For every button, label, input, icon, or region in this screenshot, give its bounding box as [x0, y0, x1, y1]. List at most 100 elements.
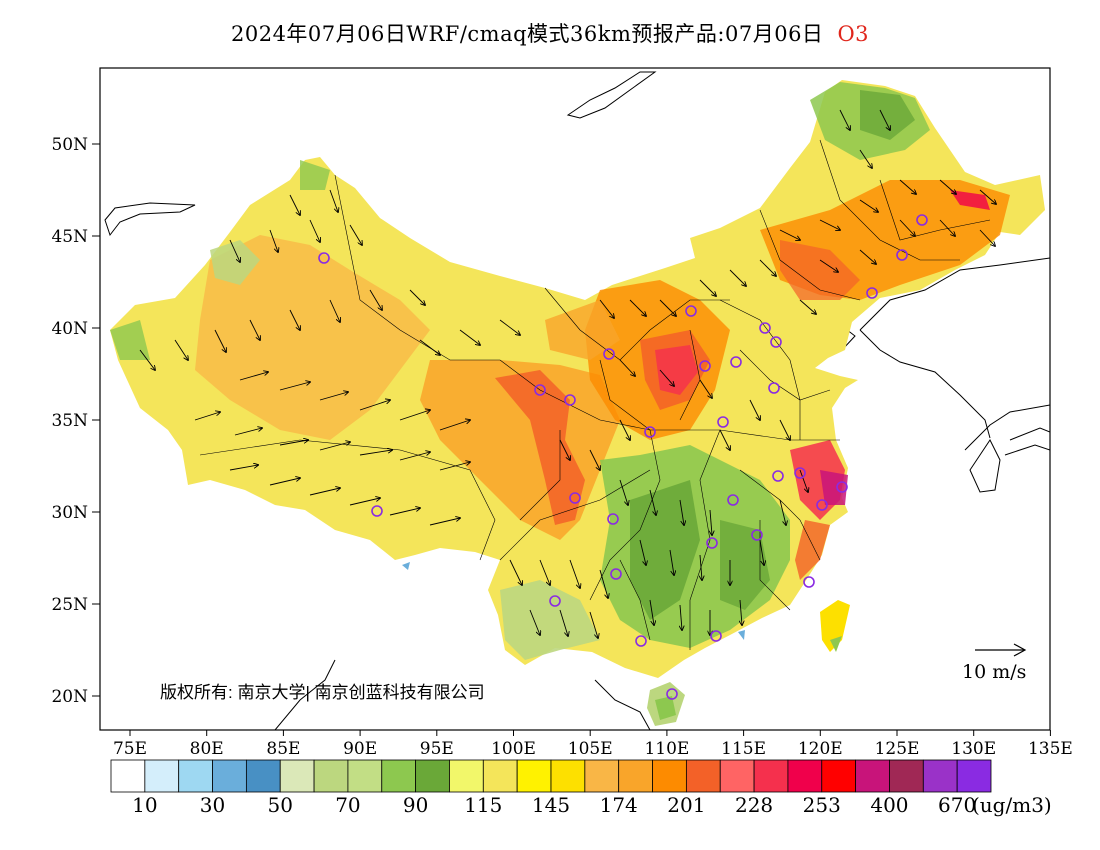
lon-tick-label: 130E — [951, 739, 996, 759]
copyright-text: 版权所有: 南京大学| 南京创蓝科技有限公司 — [160, 683, 485, 702]
colorbar-swatch — [652, 759, 687, 793]
station-marker — [569, 492, 581, 504]
lon-tick-label: 90E — [343, 739, 377, 759]
station-marker — [836, 481, 848, 493]
station-marker — [635, 635, 647, 647]
station-marker — [371, 505, 383, 517]
lon-tick-label: 105E — [568, 739, 613, 759]
lon-tick-label: 115E — [721, 739, 766, 759]
station-marker — [751, 529, 763, 541]
colorbar — [110, 759, 992, 793]
colorbar-swatch — [212, 759, 247, 793]
lon-tick-label: 80E — [190, 739, 224, 759]
station-marker — [710, 630, 722, 642]
coastline-outline — [104, 71, 1050, 730]
map-title: 2024年07月06日WRF/cmaq模式36km预报产品:07月06日 O3 — [0, 18, 1100, 48]
colorbar-swatch — [245, 759, 281, 793]
station-marker — [730, 356, 742, 368]
station-marker — [666, 688, 678, 700]
station-marker — [644, 426, 656, 438]
station-marker — [685, 305, 697, 317]
station-marker — [896, 249, 908, 261]
colorbar-label: 145 — [531, 793, 571, 817]
concentration-field — [110, 80, 1045, 726]
station-marker — [772, 470, 784, 482]
colorbar-swatch — [279, 759, 315, 793]
lat-tick-label: 30N — [51, 503, 88, 523]
station-marker — [803, 576, 815, 588]
map-frame — [99, 67, 1051, 731]
colorbar-swatch — [381, 759, 417, 793]
lon-tick-label: 110E — [644, 739, 689, 759]
station-marker — [318, 252, 330, 264]
colorbar-swatch — [855, 759, 890, 793]
axes: 50N 45N 40N 35N 30N 25N 20N 75E 80E 85E 90E 95E 100E… — [51, 135, 1072, 759]
wind-scale-label: 10 m/s — [962, 661, 1026, 683]
colorbar-label: 30 — [199, 793, 226, 817]
lat-tick-label: 50N — [51, 135, 88, 155]
colorbar-swatch — [313, 759, 349, 793]
station-marker — [770, 336, 782, 348]
station-marker — [916, 214, 928, 226]
colorbar-swatch — [449, 759, 484, 793]
colorbar-label: 70 — [335, 793, 361, 817]
lon-tick-label: 100E — [491, 739, 536, 759]
colorbar-unit: (ug/m3) — [972, 793, 1052, 817]
station-marker — [699, 360, 711, 372]
station-marker — [607, 513, 619, 525]
colorbar-swatch — [618, 759, 653, 793]
colorbar-label: 670 — [938, 793, 977, 817]
station-marker — [549, 595, 561, 607]
colorbar-swatch — [956, 759, 992, 793]
colorbar-swatch — [516, 759, 552, 793]
colorbar-label: 228 — [734, 793, 774, 817]
station-marker — [534, 384, 546, 396]
colorbar-swatch — [347, 759, 383, 793]
colorbar-swatch — [144, 759, 180, 793]
lat-tick-label: 40N — [51, 319, 88, 339]
colorbar-swatch — [482, 759, 518, 793]
colorbar-label: 201 — [667, 793, 706, 817]
species-label: O3 — [837, 22, 870, 46]
colorbar-label: 115 — [464, 793, 503, 817]
lat-tick-label: 35N — [51, 411, 88, 431]
colorbar-swatch — [584, 759, 620, 793]
lat-tick-label: 25N — [51, 595, 88, 615]
colorbar-swatch — [753, 759, 789, 793]
colorbar-swatch — [922, 759, 958, 793]
wind-scale-arrow-icon — [1013, 643, 1027, 657]
station-marker — [706, 537, 718, 549]
station-markers — [318, 214, 928, 700]
title-text: 2024年07月06日WRF/cmaq模式36km预报产品:07月06日 — [230, 22, 824, 46]
station-marker — [610, 568, 622, 580]
station-marker — [727, 494, 739, 506]
colorbar-swatch — [110, 759, 146, 793]
colorbar-label: 400 — [870, 793, 909, 817]
colorbar-swatch — [178, 759, 213, 793]
lat-tick-label: 45N — [51, 227, 88, 247]
colorbar-swatch — [685, 759, 721, 793]
lon-tick-label: 95E — [420, 739, 454, 759]
lat-tick-label: 20N — [51, 687, 88, 707]
map-area: 版权所有: 南京大学| 南京创蓝科技有限公司 10 m/s — [104, 71, 1050, 730]
station-marker — [794, 467, 806, 479]
colorbar-swatch — [415, 759, 450, 793]
wind-scale: 10 m/s — [962, 643, 1027, 683]
colorbar-label: 10 — [132, 793, 158, 817]
lon-tick-label: 135E — [1028, 739, 1073, 759]
colorbar-swatch — [719, 759, 755, 793]
colorbar-label: 174 — [599, 793, 638, 817]
station-marker — [816, 499, 828, 511]
colorbar-label: 253 — [802, 793, 841, 817]
taiwan-island — [820, 600, 850, 652]
colorbar-swatch — [821, 759, 857, 793]
colorbar-swatch — [550, 759, 586, 793]
lon-tick-label: 75E — [113, 739, 147, 759]
station-marker — [717, 416, 729, 428]
station-marker — [603, 348, 615, 360]
colorbar-label: 50 — [267, 793, 293, 817]
lon-tick-label: 120E — [798, 739, 843, 759]
colorbar-swatch — [889, 759, 924, 793]
station-marker — [768, 382, 780, 394]
